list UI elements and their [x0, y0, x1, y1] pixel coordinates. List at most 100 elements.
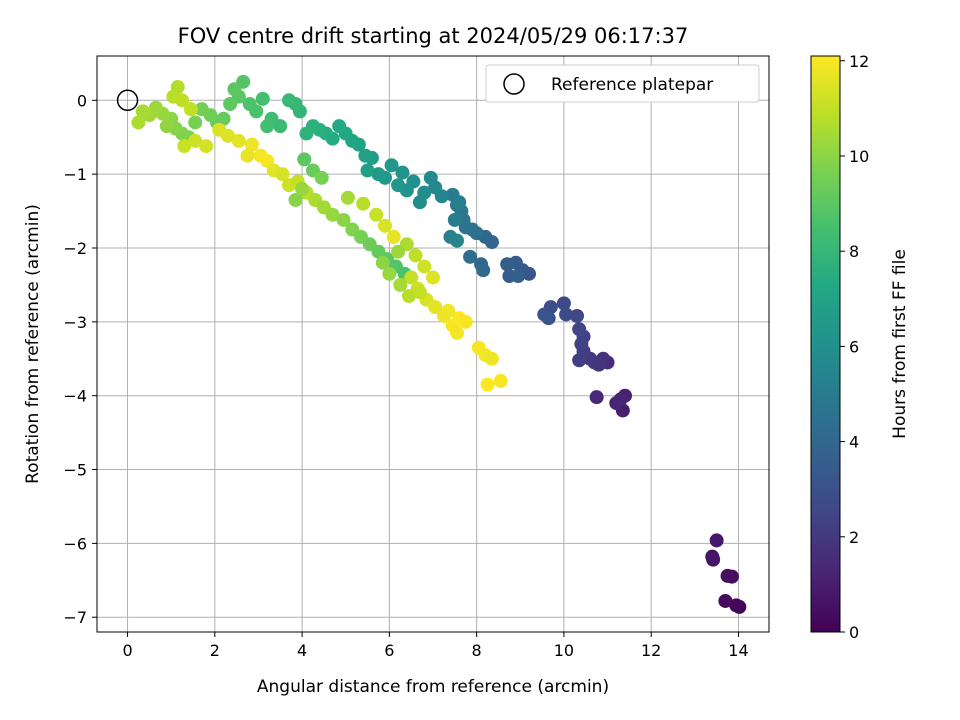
- y-tick-label: −7: [63, 608, 87, 627]
- data-point: [314, 170, 329, 185]
- data-point: [404, 270, 419, 285]
- x-tick-label: 4: [297, 641, 307, 660]
- data-point: [493, 373, 508, 388]
- data-point: [476, 263, 491, 278]
- data-point: [325, 207, 340, 222]
- y-tick-label: −3: [63, 313, 87, 332]
- data-point: [231, 133, 246, 148]
- colorbar-tick-label: 10: [849, 147, 869, 166]
- data-point: [177, 139, 192, 154]
- y-tick-label: 0: [77, 91, 87, 110]
- data-point: [384, 158, 399, 173]
- data-point: [159, 119, 174, 134]
- y-tick-label: −1: [63, 165, 87, 184]
- data-point: [709, 533, 724, 548]
- data-point: [369, 207, 384, 222]
- data-point: [428, 300, 443, 315]
- data-point: [295, 181, 310, 196]
- data-point: [480, 377, 495, 392]
- data-point: [572, 322, 587, 337]
- data-point: [188, 133, 203, 148]
- data-point: [244, 137, 259, 152]
- legend-box: [485, 64, 760, 103]
- data-point: [391, 244, 406, 259]
- y-tick-label: −6: [63, 534, 87, 553]
- data-point: [175, 93, 190, 108]
- x-tick-label: 8: [472, 641, 482, 660]
- data-point: [378, 218, 392, 233]
- x-tick-label: 14: [728, 641, 748, 660]
- x-tick-label: 6: [384, 641, 394, 660]
- data-point: [450, 233, 464, 248]
- chart-title: FOV centre drift starting at 2024/05/29 …: [178, 24, 689, 48]
- data-point: [395, 165, 410, 180]
- data-point: [220, 128, 235, 143]
- axis-ticks: 0 2 4 6 8 10 12 14 0 −1 −2 −3 −4 −5 −6 −7: [63, 91, 748, 660]
- data-point: [423, 170, 438, 185]
- colorbar-ticks: 0 2 4 6 8 10 12: [840, 52, 869, 642]
- data-point: [386, 229, 401, 244]
- data-point: [131, 115, 146, 130]
- data-point: [393, 277, 408, 292]
- colorbar-tick-label: 2: [849, 528, 859, 547]
- data-point: [500, 257, 515, 272]
- y-tick-label: −2: [63, 239, 87, 258]
- x-tick-label: 2: [210, 641, 220, 660]
- colorbar-tick-label: 4: [849, 433, 859, 452]
- data-point: [572, 353, 587, 368]
- data-point: [402, 289, 416, 303]
- data-point: [358, 148, 373, 163]
- data-point: [458, 314, 473, 329]
- data-points: [131, 74, 747, 614]
- y-tick-label: −4: [63, 387, 87, 406]
- data-point: [199, 139, 214, 154]
- data-point: [297, 152, 312, 167]
- data-point: [441, 303, 456, 318]
- colorbar-tick-label: 8: [849, 242, 859, 261]
- data-point: [255, 91, 270, 106]
- data-point: [382, 266, 397, 281]
- data-point: [227, 82, 242, 97]
- colorbar-tick-label: 0: [849, 623, 859, 642]
- data-point: [412, 285, 427, 300]
- plot-frame: [96, 55, 770, 633]
- data-point: [299, 126, 314, 141]
- x-tick-label: 10: [554, 641, 574, 660]
- x-axis-label: Angular distance from reference (arcmin): [257, 677, 609, 697]
- data-point: [718, 593, 733, 608]
- data-point: [275, 167, 290, 182]
- data-point: [391, 178, 406, 193]
- data-point: [729, 598, 744, 613]
- data-point: [613, 392, 628, 407]
- data-point: [720, 568, 735, 583]
- data-point: [570, 308, 584, 323]
- data-point: [340, 190, 355, 205]
- data-point: [589, 390, 604, 405]
- data-point: [371, 167, 386, 182]
- data-point: [537, 307, 552, 322]
- data-point: [484, 351, 499, 366]
- data-point: [511, 269, 526, 284]
- data-point: [360, 163, 375, 178]
- x-tick-label: 12: [641, 641, 661, 660]
- data-point: [417, 259, 432, 274]
- data-point: [288, 193, 303, 207]
- y-axis-label: Rotation from reference (arcmin): [23, 204, 43, 484]
- data-point: [135, 104, 150, 119]
- data-point: [375, 255, 390, 270]
- colorbar-gradient: [810, 55, 841, 633]
- legend-marker-icon: [503, 73, 525, 95]
- legend-entry-label: Reference platepar: [551, 75, 713, 95]
- data-point: [223, 97, 238, 111]
- data-point: [556, 296, 571, 311]
- data-point: [447, 212, 462, 227]
- legend: Reference platepar: [485, 64, 760, 103]
- data-point: [336, 212, 351, 227]
- colorbar: 0 2 4 6 8 10 12 Hours from first FF file: [810, 52, 910, 642]
- x-tick-label: 0: [122, 641, 132, 660]
- data-point: [463, 249, 478, 264]
- data-point: [183, 102, 198, 117]
- y-tick-label: −5: [63, 461, 87, 480]
- data-point: [412, 195, 427, 210]
